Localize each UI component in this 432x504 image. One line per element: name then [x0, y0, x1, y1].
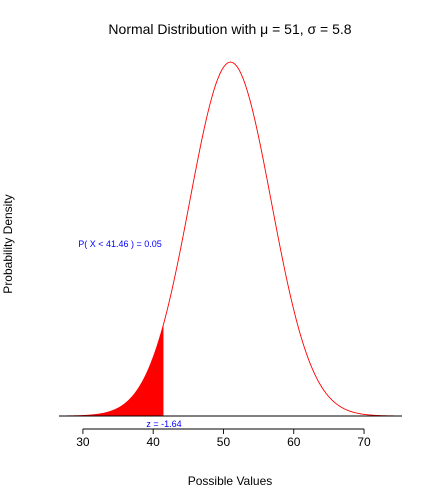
- z-score-annotation: z = -1.64: [146, 419, 181, 429]
- y-axis-label: Probability Density: [1, 194, 15, 293]
- shaded-probability-area: [67, 324, 164, 416]
- x-axis-label: Possible Values: [188, 474, 273, 488]
- plot-area: [59, 61, 402, 417]
- x-axis: 30 40 50 60 70: [76, 428, 371, 449]
- x-tick-label-50: 50: [217, 435, 231, 449]
- x-tick-label-40: 40: [147, 435, 161, 449]
- x-tick-label-70: 70: [357, 435, 371, 449]
- x-tick-label-30: 30: [76, 435, 90, 449]
- x-tick-label-60: 60: [287, 435, 301, 449]
- probability-annotation: P( X < 41.46 ) = 0.05: [78, 239, 162, 249]
- density-curve: [67, 61, 394, 417]
- chart-title: Normal Distribution with μ = 51, σ = 5.8: [108, 21, 351, 37]
